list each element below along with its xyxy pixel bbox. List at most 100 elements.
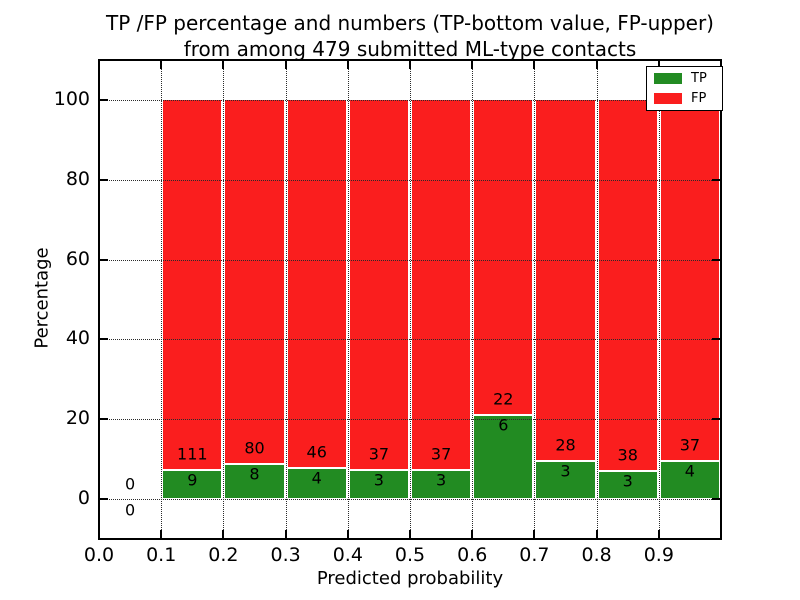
xtick-label-0.2: 0.2	[208, 544, 239, 566]
ytick-left-100	[100, 99, 108, 101]
legend-label-tp: TP	[691, 71, 707, 86]
bar-segment-tp-bin9	[660, 460, 719, 499]
fp-count-label-bin5: 37	[430, 444, 452, 464]
ytick-left-60	[100, 258, 108, 261]
gridline-x-0.8	[596, 61, 598, 538]
bar-segment-fp-bin4	[349, 100, 408, 470]
tp-count-label-bin4: 3	[373, 470, 384, 490]
chart-title: TP /FP percentage and numbers (TP-bottom…	[106, 10, 714, 62]
bar-segment-fp-bin3	[287, 100, 346, 468]
xtick-top-0.3	[284, 61, 287, 69]
ytick-label-80: 80	[65, 167, 90, 190]
xtick-label-0.0: 0.0	[83, 544, 115, 566]
ytick-label-60: 60	[65, 247, 90, 270]
xtick-bottom-0.8	[595, 530, 598, 538]
fp-count-label-bin8: 38	[617, 445, 638, 465]
gridline-x-0.4	[347, 61, 349, 538]
tp-count-label-bin8: 3	[622, 471, 633, 491]
bar-segment-fp-bin2	[225, 100, 284, 463]
xtick-top-0.1	[160, 61, 163, 69]
gridline-x-0.9	[658, 61, 660, 538]
tp-count-label-bin2: 8	[249, 464, 260, 484]
bar-segment-tp-bin8	[598, 469, 657, 499]
xtick-label-0.4: 0.4	[332, 544, 363, 566]
xtick-label-0.6: 0.6	[457, 544, 488, 566]
ytick-left-40	[100, 338, 108, 341]
gridline-x-0.1	[161, 61, 163, 538]
legend-label-fp: FP	[691, 91, 707, 106]
xtick-label-0.8: 0.8	[581, 544, 612, 566]
xtick-label-0.7: 0.7	[519, 544, 550, 566]
bar-segment-tp-bin1	[163, 469, 222, 499]
fp-count-label-bin0: 0	[125, 474, 136, 494]
xtick-bottom-0.4	[346, 530, 349, 538]
legend-swatch-fp	[654, 93, 682, 104]
bar-segment-fp-bin8	[598, 100, 657, 470]
tp-count-label-bin9: 4	[684, 461, 695, 481]
xtick-bottom-0.0	[98, 530, 100, 538]
ytick-right-0	[712, 498, 720, 500]
tp-count-label-bin0: 0	[125, 500, 136, 520]
gridline-x-0.6	[472, 61, 474, 538]
xtick-label-0.5: 0.5	[394, 544, 426, 566]
gridline-x-0.5	[410, 61, 411, 538]
tp-count-label-bin7: 3	[560, 461, 571, 481]
legend-row-fp: FP	[654, 92, 716, 105]
xtick-top-0.2	[222, 61, 225, 69]
xtick-bottom-0.1	[160, 530, 163, 538]
xtick-bottom-0.7	[533, 530, 536, 538]
xtick-bottom-0.2	[222, 530, 225, 538]
xtick-label-0.1: 0.1	[146, 544, 177, 566]
bar-segment-tp-bin4	[349, 469, 408, 499]
legend-swatch-tp	[654, 73, 682, 84]
tp-count-label-bin6: 6	[498, 415, 509, 434]
ytick-label-40: 40	[65, 327, 90, 350]
gridline-x-0.3	[285, 61, 287, 538]
xtick-bottom-0.9	[657, 530, 660, 538]
gridline-x-0.7	[534, 61, 536, 538]
bar-segment-fp-bin6	[474, 100, 533, 414]
bar-segment-fp-bin1	[163, 100, 222, 470]
ytick-right-80	[712, 178, 720, 181]
tp-count-label-bin1: 9	[187, 470, 198, 490]
fp-count-label-bin6: 22	[493, 389, 514, 408]
xtick-top-0.0	[98, 61, 100, 69]
xtick-bottom-0.5	[409, 530, 411, 538]
plot-area: TP FP 0 0 111 9 80 8 46 4 37 3 37 3 22 6 28 3 38 3 37 4	[98, 59, 723, 540]
bar-segment-tp-bin5	[412, 469, 471, 499]
xtick-top-0.5	[409, 61, 411, 69]
ytick-label-100: 100	[53, 87, 90, 110]
xtick-bottom-0.6	[471, 530, 474, 538]
tp-count-label-bin3: 4	[311, 468, 322, 488]
xtick-top-0.4	[346, 61, 349, 69]
xtick-label-0.9: 0.9	[643, 544, 674, 566]
x-axis-label: Predicted probability	[316, 568, 504, 589]
legend: TP FP	[646, 66, 723, 111]
ytick-right-60	[712, 258, 720, 261]
ytick-label-20: 20	[65, 407, 90, 430]
ytick-label-0: 0	[77, 486, 90, 509]
ytick-left-0	[100, 498, 108, 500]
gridline-x-0.2	[223, 61, 225, 538]
fp-count-label-bin1: 111	[177, 444, 208, 464]
fp-count-label-bin3: 46	[306, 442, 327, 462]
ytick-right-20	[712, 418, 720, 421]
ytick-right-40	[712, 338, 720, 341]
bar-segment-tp-bin6	[474, 413, 533, 499]
fp-count-label-bin2: 80	[244, 438, 265, 458]
fp-count-label-bin7: 28	[555, 435, 576, 455]
ytick-left-20	[100, 418, 108, 421]
xtick-top-0.7	[533, 61, 536, 69]
legend-row-tp: TP	[654, 72, 716, 85]
bar-segment-fp-bin9	[660, 100, 719, 461]
bar-segment-tp-bin2	[225, 462, 284, 499]
chart-title-line-1: TP /FP percentage and numbers (TP-bottom…	[106, 11, 714, 35]
xtick-bottom-0.3	[284, 530, 287, 538]
xtick-top-0.8	[595, 61, 598, 69]
xtick-label-0.3: 0.3	[270, 544, 301, 566]
bar-segment-fp-bin5	[412, 100, 471, 470]
xtick-top-0.9	[657, 61, 660, 69]
bar-segment-tp-bin3	[287, 467, 346, 499]
chart-title-line-2: from among 479 submitted ML-type contact…	[183, 37, 637, 61]
